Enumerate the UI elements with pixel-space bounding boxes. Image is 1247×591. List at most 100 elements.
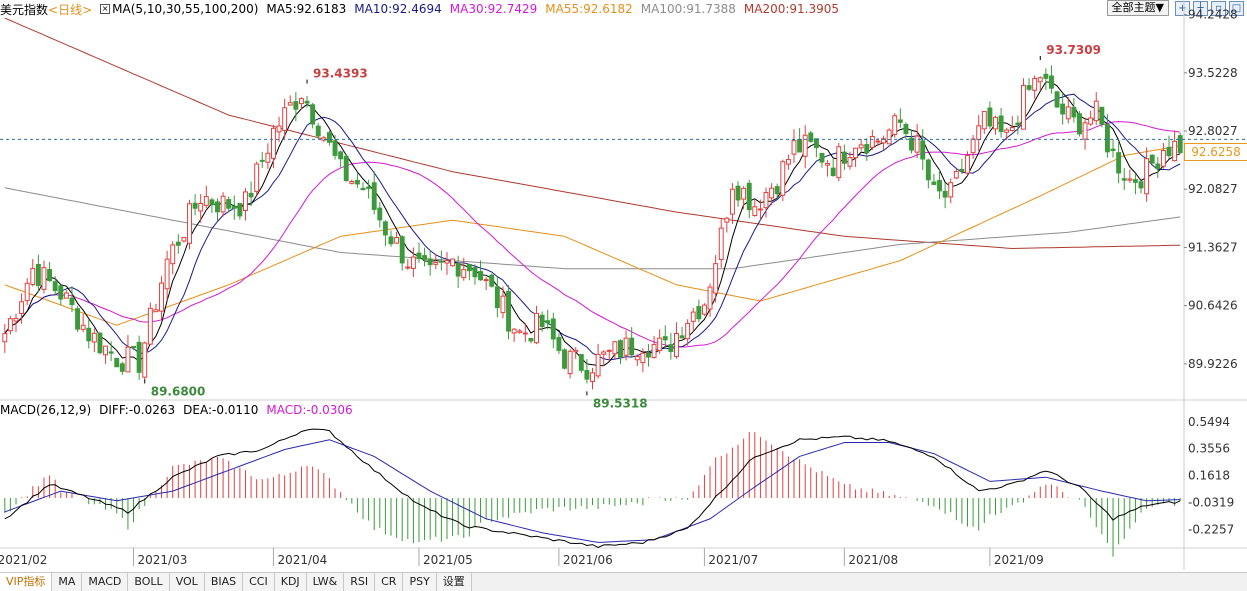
candle-body (769, 187, 775, 199)
candle (836, 142, 842, 182)
tab-12[interactable]: 设置 (436, 573, 472, 591)
candle (752, 200, 758, 217)
candle-body (388, 236, 394, 245)
candle-body (903, 123, 909, 134)
candle (685, 319, 691, 346)
y-tick-label: 92.8027 (1188, 124, 1238, 138)
candle (550, 312, 556, 349)
candle-body (707, 286, 713, 310)
y-tick-label: 90.6426 (1188, 299, 1238, 313)
candle-body (959, 168, 965, 172)
candle (24, 278, 30, 306)
current-price-tag: 92.6258 (1184, 143, 1247, 161)
candle-body (567, 350, 573, 375)
candle (802, 125, 808, 169)
candle (2, 323, 8, 353)
candle-body (746, 182, 752, 211)
candle-body (371, 182, 377, 210)
candle-body (91, 332, 97, 343)
annotation-high: 93.7309 (1046, 43, 1101, 57)
theme-dropdown[interactable]: 全部主题▼ (1106, 0, 1169, 16)
candle-body (461, 269, 467, 279)
candle-body (892, 115, 898, 135)
candle (254, 161, 260, 196)
candle (696, 299, 702, 323)
candle (640, 348, 646, 373)
tab-7[interactable]: KDJ (274, 573, 307, 591)
macd-y-tick-label: 0.5494 (1188, 415, 1230, 429)
candle (203, 185, 209, 209)
candle (763, 187, 769, 218)
zoom-in-icon[interactable]: + (1175, 0, 1190, 16)
tab-2[interactable]: MACD (82, 573, 129, 591)
tab-6[interactable]: CCI (243, 573, 275, 591)
tab-5[interactable]: BIAS (204, 573, 244, 591)
candle (304, 96, 310, 108)
candle-body (1043, 73, 1049, 79)
candle-body (584, 370, 590, 380)
candle-body (315, 125, 321, 137)
candle (52, 276, 58, 296)
candle-body (1160, 150, 1166, 167)
candle-body (410, 256, 416, 269)
candle-body (1032, 77, 1038, 91)
candle (366, 179, 372, 199)
candle (573, 347, 579, 359)
candle (58, 284, 64, 306)
candle-body (1088, 117, 1094, 125)
candle (517, 328, 523, 334)
candle-body (192, 202, 198, 209)
candle (1009, 116, 1015, 132)
candle (1043, 68, 1049, 90)
candle-body (142, 342, 148, 378)
candle (1155, 157, 1161, 178)
crosshair-icon[interactable]: ┼ (1193, 0, 1208, 16)
candle-body (1172, 140, 1178, 162)
chart-canvas[interactable]: 93.4393 89.6800 89.5318 93.7309 94.2428 93.5… (0, 0, 1247, 572)
candle-body (1177, 135, 1183, 154)
candle (601, 350, 607, 366)
candle-body (729, 188, 735, 215)
tab-4[interactable]: VOL (169, 573, 205, 591)
candle (1071, 97, 1077, 123)
candle-body (1049, 75, 1054, 89)
candle-body (937, 180, 942, 192)
candle (159, 276, 164, 320)
candle-body (75, 308, 81, 330)
tab-11[interactable]: PSY (403, 573, 437, 591)
candle (142, 341, 148, 381)
maximize-icon[interactable]: □ (1229, 0, 1244, 16)
x-tick-label: 2021/09 (994, 553, 1044, 567)
candle (86, 319, 92, 349)
candle (858, 138, 864, 151)
candle (724, 216, 730, 233)
tab-9[interactable]: RSI (344, 573, 376, 591)
candle (1177, 133, 1183, 155)
ma100-line (4, 187, 1181, 270)
tab-10[interactable]: CR (375, 573, 404, 591)
candle-body (444, 260, 450, 264)
tab-1[interactable]: MA (52, 573, 83, 591)
candle-body (534, 312, 539, 344)
candle (175, 234, 181, 254)
candle (673, 322, 679, 359)
candle (993, 115, 998, 135)
candle (830, 158, 836, 177)
ma55-line (4, 145, 1181, 326)
ma-label: MA(5,10,30,55,100,200) (112, 2, 259, 16)
restore-icon[interactable]: ▫ (1211, 0, 1226, 16)
candle (797, 128, 803, 153)
x-tick-label: 2021/06 (563, 553, 613, 567)
tab-0[interactable]: VIP指标 (0, 573, 53, 591)
indicator-toggle-icon[interactable]: × (100, 4, 111, 14)
tab-3[interactable]: BOLL (128, 573, 170, 591)
tab-8[interactable]: LW& (306, 573, 345, 591)
macd-macd-value: MACD:-0.0306 (266, 403, 353, 417)
candle (343, 154, 349, 182)
candle (757, 199, 763, 221)
candle-body (724, 217, 730, 223)
period-selector[interactable]: <日线> (48, 2, 93, 17)
candles-layer (2, 65, 1183, 390)
candle (494, 276, 500, 318)
candle (382, 220, 388, 246)
